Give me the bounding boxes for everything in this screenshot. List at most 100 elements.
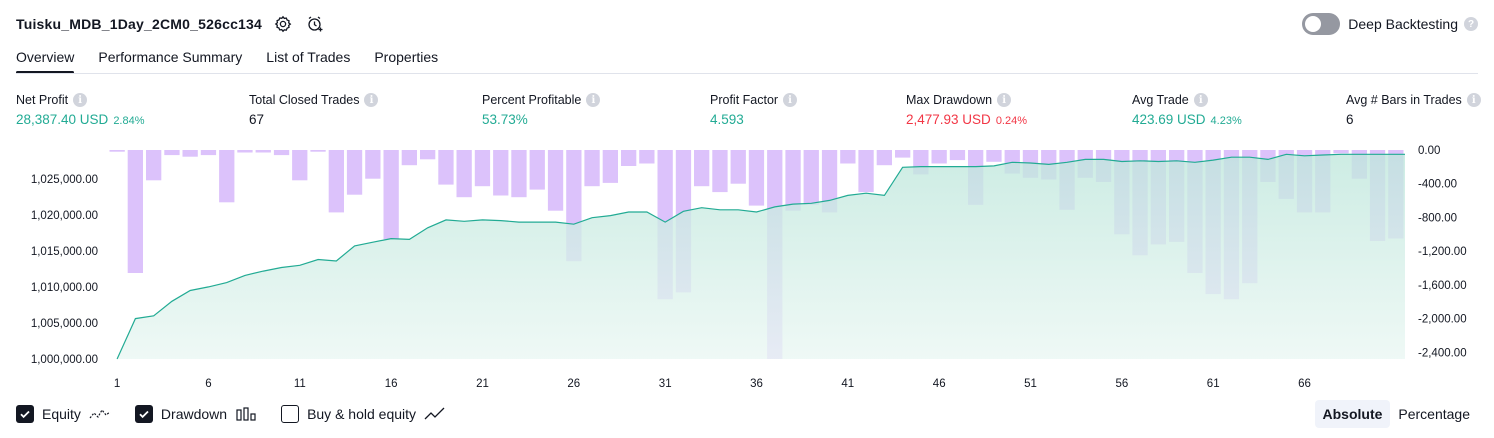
drawdown-bar xyxy=(949,150,966,161)
deep-backtesting-toggle[interactable] xyxy=(1302,13,1341,35)
tab-divider xyxy=(16,73,1478,74)
legend-drawdown[interactable]: Drawdown xyxy=(134,405,257,423)
info-icon[interactable]: i xyxy=(586,93,601,107)
drawdown-bar xyxy=(109,150,125,152)
chart-legend: Equity Drawdown Buy & hold equity xyxy=(16,402,470,426)
drawdown-bar xyxy=(456,150,472,198)
drawdown-bar xyxy=(986,150,1002,162)
drawdown-bar xyxy=(292,150,308,181)
x-axis-tick: 26 xyxy=(567,378,580,390)
equity-line xyxy=(116,153,1405,360)
drawdown-bar xyxy=(748,150,765,206)
metric-label: Avg # Bars in Trades xyxy=(1346,93,1462,107)
x-axis-tick: 66 xyxy=(1298,378,1311,390)
x-axis-tick: 31 xyxy=(659,378,672,390)
metric-value: 28,387.40 USD xyxy=(16,112,109,127)
equity-axis-tick: 1,020,000.00 xyxy=(31,210,98,222)
tab-list-of-trades[interactable]: List of Trades xyxy=(266,49,351,65)
drawdown-bar xyxy=(730,150,746,184)
x-axis-tick: 6 xyxy=(205,378,211,390)
drawdown-bar xyxy=(821,150,838,213)
equity-axis-tick: 1,025,000.00 xyxy=(31,174,98,186)
metric-percent: 2.84% xyxy=(113,115,145,127)
checkbox-checked-icon[interactable] xyxy=(134,405,153,423)
drawdown-bar xyxy=(876,150,892,166)
metric-value: 423.69 USD xyxy=(1132,112,1206,127)
equity-drawdown-chart[interactable]: 1,000,000.00 1,005,000.00 1,010,000.00 1,01… xyxy=(0,140,1494,395)
drawdown-bar xyxy=(858,150,874,193)
add-alert-icon[interactable] xyxy=(304,13,326,35)
drawdown-bar xyxy=(931,150,947,164)
drawdown-bar xyxy=(584,150,600,187)
drawdown-axis-tick: -800.00 xyxy=(1418,212,1457,224)
drawdown-bar xyxy=(401,150,417,166)
report-tabs: Overview Performance Summary List of Tra… xyxy=(16,46,462,76)
info-icon[interactable]: i xyxy=(1193,93,1208,107)
drawdown-bar xyxy=(694,150,710,187)
drawdown-bar xyxy=(146,150,162,181)
value-mode-switch: Absolute Percentage xyxy=(1314,400,1479,428)
drawdown-bar xyxy=(328,150,344,213)
equity-line-icon xyxy=(89,407,111,421)
equity-area xyxy=(117,154,1406,359)
drawdown-axis-tick: -400.00 xyxy=(1418,179,1457,191)
drawdown-bar xyxy=(712,150,728,193)
drawdown-bar xyxy=(346,150,363,195)
info-icon[interactable]: i xyxy=(997,93,1012,107)
drawdown-bar xyxy=(621,150,637,166)
drawdown-bar xyxy=(310,150,326,152)
info-icon[interactable]: i xyxy=(783,93,798,107)
equity-axis-tick: 1,005,000.00 xyxy=(31,318,98,330)
drawdown-bar xyxy=(237,150,253,153)
metric-value: 67 xyxy=(249,112,265,127)
metric-label: Percent Profitable xyxy=(482,93,582,107)
drawdown-bar xyxy=(219,150,235,203)
x-axis-tick: 36 xyxy=(750,378,763,390)
info-icon[interactable]: i xyxy=(364,93,379,107)
metric-label: Max Drawdown xyxy=(906,93,993,107)
metric-max-drawdown: Max Drawdown i 2,477.93 USD 0.24% xyxy=(906,93,1027,127)
absolute-mode-button[interactable]: Absolute xyxy=(1314,400,1391,428)
drawdown-bar xyxy=(803,150,819,205)
drawdown-bar xyxy=(547,150,564,211)
x-axis-tick: 1 xyxy=(114,378,120,390)
drawdown-axis-tick: -2,000.00 xyxy=(1418,314,1467,326)
metric-value: 4.593 xyxy=(710,112,744,127)
metric-label: Net Profit xyxy=(16,93,69,107)
legend-label: Equity xyxy=(42,406,81,422)
help-icon[interactable]: ? xyxy=(1464,17,1478,31)
drawdown-bar xyxy=(529,150,545,190)
drawdown-bar xyxy=(895,150,911,158)
metric-net-profit: Net Profit i 28,387.40 USD 2.84% xyxy=(16,93,145,127)
drawdown-bar xyxy=(511,150,527,198)
drawdown-bar xyxy=(493,150,509,196)
legend-buy-hold-equity[interactable]: Buy & hold equity xyxy=(281,405,446,423)
buy-hold-line-icon xyxy=(424,407,446,421)
x-axis-tick: 51 xyxy=(1024,378,1037,390)
x-axis-tick: 61 xyxy=(1207,378,1220,390)
info-icon[interactable]: i xyxy=(1466,93,1481,107)
info-icon[interactable]: i xyxy=(73,93,88,107)
x-axis-tick: 41 xyxy=(841,378,854,390)
settings-icon[interactable] xyxy=(272,13,294,35)
drawdown-bar xyxy=(639,150,655,164)
x-axis-tick: 16 xyxy=(385,378,398,390)
deep-backtesting-control: Deep Backtesting ? xyxy=(1302,12,1478,36)
drawdown-axis-tick: 0.00 xyxy=(1418,145,1440,157)
legend-label: Buy & hold equity xyxy=(307,406,417,422)
percentage-mode-button[interactable]: Percentage xyxy=(1398,406,1470,422)
x-axis-tick: 56 xyxy=(1116,378,1129,390)
equity-axis-tick: 1,015,000.00 xyxy=(31,246,98,258)
metric-total-closed-trades: Total Closed Trades i 67 xyxy=(249,93,379,127)
checkbox-unchecked-icon[interactable] xyxy=(281,405,300,423)
checkbox-checked-icon[interactable] xyxy=(16,405,34,423)
tab-performance-summary[interactable]: Performance Summary xyxy=(98,49,243,65)
drawdown-bar xyxy=(182,150,198,157)
tab-overview[interactable]: Overview xyxy=(16,46,75,74)
x-axis-tick: 21 xyxy=(476,378,489,390)
drawdown-bar xyxy=(383,150,399,240)
metric-label: Profit Factor xyxy=(710,93,779,107)
legend-equity[interactable]: Equity xyxy=(16,405,111,423)
tab-properties[interactable]: Properties xyxy=(374,49,439,65)
drawdown-bar xyxy=(1333,150,1349,154)
